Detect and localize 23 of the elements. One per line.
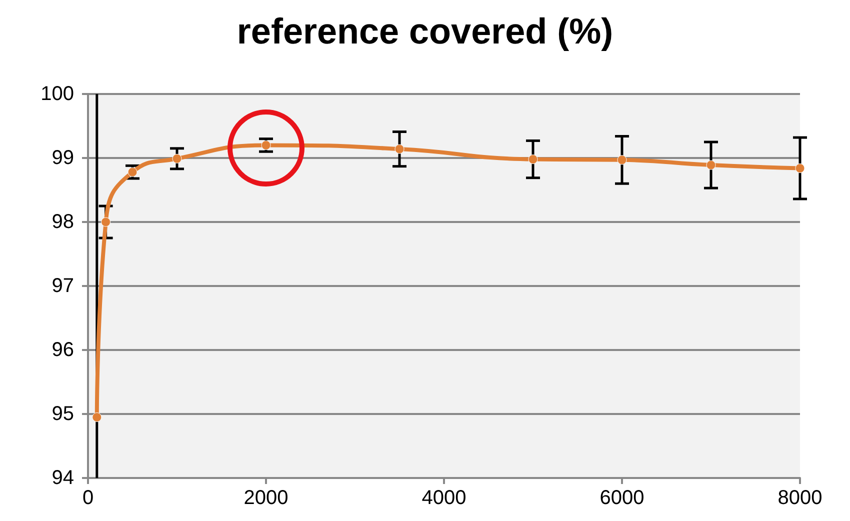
point (128, 167, 138, 177)
y-tick-label: 97 (52, 275, 74, 297)
x-tick-label: 8000 (778, 487, 822, 509)
point (706, 160, 716, 170)
x-tick-label: 0 (82, 487, 94, 509)
point (394, 144, 404, 154)
x-tick-label: 6000 (600, 487, 644, 509)
y-tick-label: 98 (52, 211, 74, 233)
point (172, 154, 182, 164)
y-tick-label: 94 (52, 467, 74, 489)
y-tick-label: 95 (52, 403, 74, 425)
y-tick-label: 100 (40, 83, 74, 105)
point (261, 140, 271, 150)
chart-title: reference covered (%) (236, 10, 614, 52)
point (795, 163, 805, 173)
point (617, 155, 627, 165)
x-tick-label: 4000 (422, 487, 466, 509)
point (92, 412, 102, 422)
point (101, 217, 111, 227)
point (528, 154, 538, 164)
x-tick-label: 2000 (244, 487, 288, 509)
y-tick-label: 99 (52, 147, 74, 169)
y-tick-label: 96 (52, 339, 74, 361)
